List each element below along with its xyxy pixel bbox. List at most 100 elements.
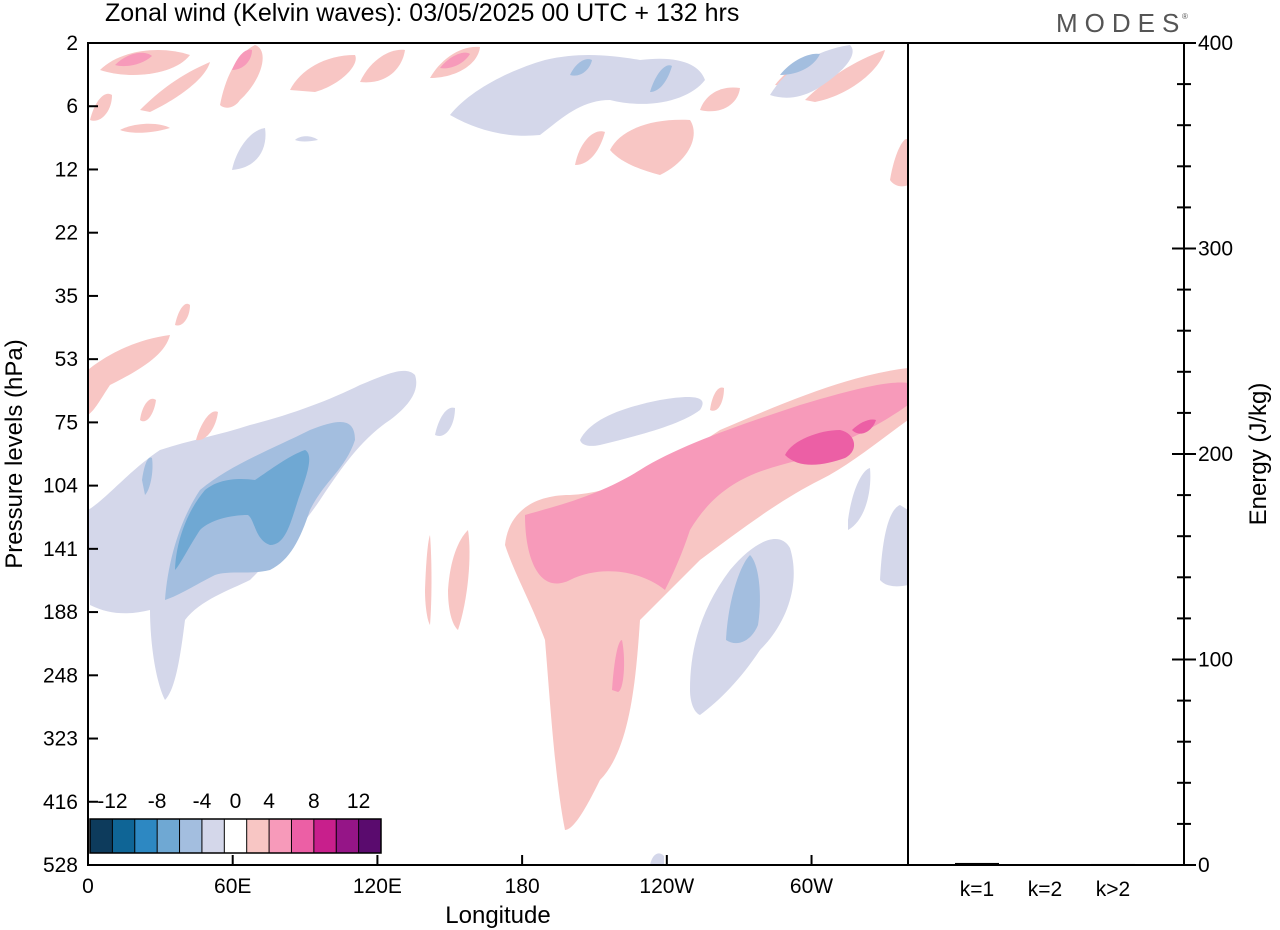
positive-contour: [610, 119, 694, 175]
y-tick-label: 2: [66, 32, 78, 55]
y-axis-label-left: Pressure levels (hPa): [1, 339, 28, 568]
positive-contour: [805, 50, 885, 102]
energy-x-tick-label: k=1: [960, 878, 994, 901]
y-tick-label: 248: [43, 664, 78, 687]
negative-contour: [880, 505, 908, 587]
energy-y-tick-label: 200: [1198, 443, 1233, 466]
negative-contour: [780, 53, 820, 75]
positive-contour: [440, 52, 470, 69]
energy-y-axis: 0 100 200 300 400: [1172, 32, 1233, 877]
y-tick-label: 6: [66, 95, 78, 118]
colorbar-swatch: [291, 819, 315, 853]
positive-contour: [115, 52, 152, 67]
x-tick-label: 60W: [790, 875, 833, 898]
positive-contour: [120, 123, 170, 133]
negative-contour: [570, 59, 592, 76]
colorbar-swatch: [179, 819, 203, 853]
colorbar-swatch: [90, 819, 113, 853]
colorbar-swatch: [134, 819, 158, 853]
energy-panel: 0 100 200 300 400 k=1 k=2 k>2 Energy (J/kg): [907, 32, 1272, 901]
positive-contour: [612, 640, 625, 692]
negative-contour: [142, 457, 153, 495]
y-tick-label: 75: [55, 411, 78, 434]
colorbar-label: 8: [308, 790, 320, 813]
energy-y-tick-label: 400: [1198, 32, 1233, 55]
negative-contour: [580, 397, 703, 446]
y-tick-label: 53: [55, 348, 78, 371]
energy-y-tick-label: 0: [1198, 854, 1210, 877]
y-tick-label: 416: [43, 791, 78, 814]
colorbar-swatch: [313, 819, 337, 853]
y-tick-label: 22: [55, 222, 78, 245]
positive-contour: [710, 387, 724, 411]
colorbar: [89, 818, 382, 854]
negative-contour: [175, 450, 310, 570]
energy-bar: [955, 862, 999, 865]
y-tick-label: 528: [43, 854, 78, 877]
positive-contour: [140, 398, 156, 422]
positive-contour: [90, 93, 112, 121]
modes-logo: MODES: [1056, 8, 1186, 38]
heatmap-panel: -12 -8 -4 0 4 8 12 261222355375104141188248323…: [1, 32, 909, 929]
energy-x-tick-label: k>2: [1096, 878, 1130, 901]
positive-contour: [196, 411, 218, 441]
x-tick-label: 120E: [353, 875, 402, 898]
negative-contour: [450, 55, 705, 136]
colorbar-label: -12: [97, 790, 127, 813]
energy-x-axis: k=1 k=2 k>2: [960, 878, 1130, 901]
y-tick-label: 35: [55, 285, 78, 308]
x-tick-label: 120W: [639, 875, 694, 898]
positive-contour: [575, 131, 605, 165]
positive-contour: [505, 368, 908, 830]
y-tick-label: 104: [43, 475, 78, 498]
positive-contour: [88, 335, 170, 415]
positive-contour: [220, 45, 263, 108]
negative-contour: [650, 65, 672, 92]
positive-contour: [525, 382, 908, 590]
registered-mark: ®: [1182, 12, 1188, 21]
negative-contour: [295, 136, 318, 142]
positive-contour: [360, 49, 405, 83]
colorbar-swatch: [157, 819, 181, 853]
colorbar-labels: -12 -8 -4 0 4 8 12: [97, 790, 370, 813]
positive-contour: [175, 303, 190, 326]
colorbar-swatch: [246, 819, 270, 853]
colorbar-label: 0: [230, 790, 242, 813]
x-axis: 0 60E 120E 180 120W 60W: [82, 855, 833, 898]
negative-contour: [435, 407, 455, 436]
energy-bar: [1023, 865, 1067, 866]
colorbar-frame: [89, 818, 382, 854]
energy-y-tick-label: 100: [1198, 649, 1233, 672]
positive-contour: [785, 430, 855, 465]
negative-contour: [770, 45, 853, 98]
colorbar-label: 4: [263, 790, 275, 813]
y-tick-label: 188: [43, 601, 78, 624]
positive-contour: [448, 530, 470, 630]
positive-contour: [890, 139, 908, 187]
energy-bars: [955, 862, 1135, 866]
positive-contour: [140, 62, 210, 112]
x-axis-label: Longitude: [445, 902, 550, 929]
energy-bar: [1091, 863, 1135, 865]
positive-contour: [425, 535, 432, 625]
negative-contour: [232, 128, 266, 170]
colorbar-swatch: [224, 819, 248, 853]
y-axis-left: 2 6 12 22 35 53 75 104 141 188 248 323 416 528: [43, 32, 98, 877]
y-tick-label: 12: [55, 158, 78, 181]
positive-contour: [852, 419, 876, 434]
positive-contour: [232, 49, 252, 70]
positive-contour: [290, 55, 356, 92]
colorbar-swatch: [112, 819, 136, 853]
colorbar-swatch: [269, 819, 292, 853]
energy-x-tick-label: k=2: [1028, 878, 1062, 901]
negative-contour: [726, 555, 760, 644]
x-tick-label: 0: [82, 875, 94, 898]
energy-y-tick-label: 300: [1198, 238, 1233, 261]
x-tick-label: 180: [505, 875, 540, 898]
chart-title: Zonal wind (Kelvin waves): 03/05/2025 00…: [105, 0, 739, 27]
y-axis-label-right: Energy (J/kg): [1245, 383, 1272, 526]
colorbar-label: -8: [148, 790, 167, 813]
negative-contour: [650, 853, 664, 865]
x-tick-label: 60E: [214, 875, 251, 898]
y-tick-label: 141: [43, 538, 78, 561]
